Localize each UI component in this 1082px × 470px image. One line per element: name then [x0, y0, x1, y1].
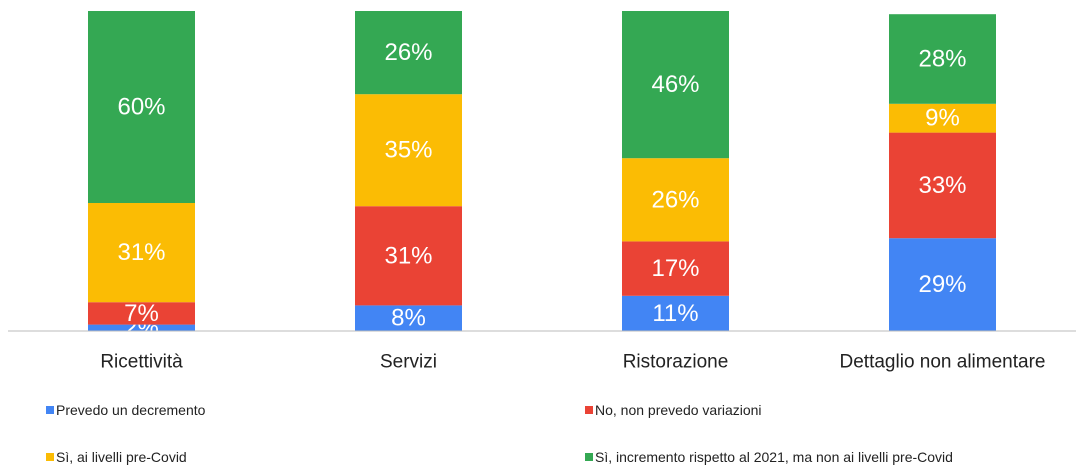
- bar-segment: [889, 14, 996, 104]
- value-label: 9%: [925, 105, 960, 132]
- value-label: 31%: [384, 242, 432, 269]
- bar-segment: [88, 11, 195, 203]
- legend-swatch: [46, 406, 54, 414]
- value-label: 29%: [918, 271, 966, 298]
- legend-label: No, non prevedo variazioni: [595, 402, 762, 418]
- x-tick-label: Ristorazione: [623, 352, 729, 373]
- x-tick-label: Servizi: [380, 352, 437, 373]
- legend-label: Prevedo un decremento: [56, 402, 206, 418]
- value-label: 33%: [918, 172, 966, 199]
- value-label: 35%: [384, 137, 432, 164]
- bar-segment: [88, 203, 195, 303]
- value-label: 17%: [651, 255, 699, 282]
- bar-segment: [88, 324, 195, 331]
- bar-segment: [889, 238, 996, 331]
- value-label: 11%: [652, 300, 698, 327]
- bar-segment: [355, 206, 462, 306]
- bar-segment: [355, 11, 462, 95]
- value-label: 31%: [117, 239, 165, 266]
- value-label: 60%: [117, 94, 165, 121]
- bar-segment: [622, 295, 729, 331]
- bar-segment: [355, 305, 462, 331]
- legend-swatch: [585, 406, 593, 414]
- legend-label: Sì, ai livelli pre-Covid: [56, 449, 187, 465]
- x-tick-label: Ricettività: [100, 352, 183, 373]
- legend-swatch: [585, 453, 593, 461]
- bar-segment: [622, 11, 729, 159]
- bar-segment: [889, 103, 996, 133]
- bar-segment: [622, 241, 729, 296]
- value-label: 28%: [918, 46, 966, 73]
- value-label: 7%: [124, 300, 159, 327]
- value-label: 8%: [391, 305, 426, 332]
- bar-segment: [88, 302, 195, 325]
- value-label: 26%: [384, 39, 432, 66]
- value-label: 46%: [651, 71, 699, 98]
- value-label: 26%: [651, 186, 699, 213]
- bar-segment: [355, 94, 462, 207]
- legend-label: Sì, incremento rispetto al 2021, ma non …: [595, 449, 953, 465]
- x-tick-label: Dettaglio non alimentare: [840, 352, 1046, 373]
- bar-segment: [889, 132, 996, 239]
- bar-segment: [622, 158, 729, 242]
- legend-swatch: [46, 453, 54, 461]
